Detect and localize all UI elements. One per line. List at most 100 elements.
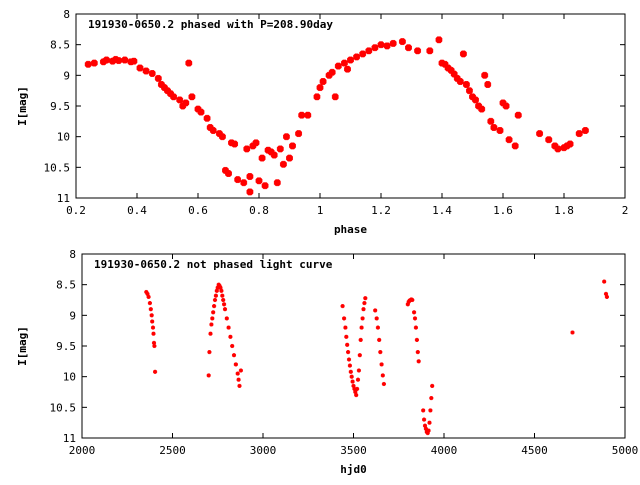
data-point — [427, 420, 432, 425]
data-point — [121, 56, 129, 64]
data-point — [316, 84, 324, 92]
y-tick-label: 10.5 — [50, 401, 77, 414]
x-tick-label: 0.6 — [188, 204, 208, 217]
x-axis-label: phase — [334, 223, 367, 236]
y-tick-label: 11 — [57, 192, 70, 205]
data-point — [343, 325, 348, 330]
data-point — [361, 307, 366, 312]
data-point — [360, 316, 365, 321]
phased-light-curve-panel: 0.2 0.4 0.6 0.8 1 1.2 1.4 1.6 1.8 2 8 8.5 9 9.5 10 10.5… — [16, 8, 628, 236]
data-point — [389, 40, 397, 47]
x-tick-label: 1.2 — [371, 204, 391, 217]
data-point — [363, 296, 368, 301]
data-point — [426, 47, 434, 55]
data-point — [246, 188, 254, 196]
data-point — [365, 47, 373, 55]
data-point — [147, 301, 152, 306]
data-point — [286, 154, 293, 162]
data-point — [213, 293, 218, 298]
data-point — [220, 293, 225, 298]
data-point — [224, 316, 229, 321]
x-tick-label: 1 — [317, 204, 324, 217]
data-point — [228, 334, 233, 339]
x-tick-label: 4500 — [521, 444, 548, 457]
data-point — [511, 142, 519, 150]
y-tick-label: 10 — [57, 131, 70, 144]
data-point — [347, 56, 354, 64]
y-tick-label: 10 — [63, 371, 76, 384]
data-point — [416, 359, 421, 364]
data-point — [554, 145, 562, 153]
data-point — [142, 67, 150, 75]
data-point — [357, 353, 362, 358]
data-point — [331, 93, 339, 101]
data-point — [218, 133, 226, 141]
data-point — [379, 362, 384, 367]
y-tick-label: 8.5 — [56, 279, 76, 292]
data-point — [502, 102, 510, 110]
data-point — [221, 298, 226, 302]
data-point — [378, 350, 383, 355]
data-point — [273, 179, 281, 187]
data-point — [353, 53, 360, 61]
data-point — [90, 59, 98, 67]
data-point — [428, 408, 433, 413]
data-point — [233, 362, 238, 367]
data-point — [212, 304, 217, 309]
data-point — [421, 408, 426, 413]
data-point — [570, 330, 575, 335]
data-point — [412, 310, 417, 315]
data-point — [354, 393, 359, 398]
plot-title: 191930-0650.2 not phased light curve — [94, 258, 333, 271]
y-tick-label: 9.5 — [50, 100, 70, 113]
data-point — [466, 87, 473, 95]
data-point — [345, 342, 350, 347]
y-tick-label: 9 — [63, 69, 70, 82]
data-point — [150, 325, 156, 330]
data-point — [235, 371, 240, 376]
data-point — [373, 308, 378, 313]
data-point — [334, 62, 342, 70]
data-point — [197, 108, 205, 116]
data-point — [426, 428, 431, 433]
data-point — [374, 316, 379, 321]
x-tick-label: 4000 — [431, 444, 458, 457]
y-axis-label: I[mag] — [16, 326, 29, 366]
x-tick-label: 1.6 — [493, 204, 513, 217]
data-point — [84, 60, 92, 68]
y-tick-label: 8 — [63, 8, 70, 21]
y-tick-label: 9 — [69, 309, 76, 322]
data-point — [347, 363, 352, 368]
data-point — [478, 105, 486, 113]
data-point — [413, 316, 417, 321]
data-point — [356, 368, 361, 373]
data-point — [347, 357, 351, 362]
data-point — [211, 310, 216, 315]
x-tick-label: 2500 — [159, 444, 186, 457]
data-point — [313, 93, 321, 101]
data-point — [460, 50, 467, 58]
data-point — [207, 350, 212, 355]
data-point — [359, 325, 364, 330]
data-point — [149, 313, 154, 318]
data-point — [246, 173, 254, 180]
data-point — [456, 78, 464, 85]
data-point — [258, 154, 266, 162]
data-point — [415, 350, 420, 355]
data-point — [280, 160, 287, 168]
x-tick-label: 3500 — [340, 444, 367, 457]
data-point — [344, 334, 349, 339]
data-point — [231, 353, 237, 358]
data-point — [359, 50, 367, 58]
data-point — [231, 140, 239, 148]
data-point — [150, 319, 155, 324]
data-point — [472, 96, 479, 104]
data-point — [212, 298, 218, 302]
data-point — [210, 316, 215, 321]
data-point — [346, 350, 351, 355]
data-point — [208, 331, 213, 336]
data-point — [170, 93, 178, 101]
data-point — [410, 298, 415, 302]
